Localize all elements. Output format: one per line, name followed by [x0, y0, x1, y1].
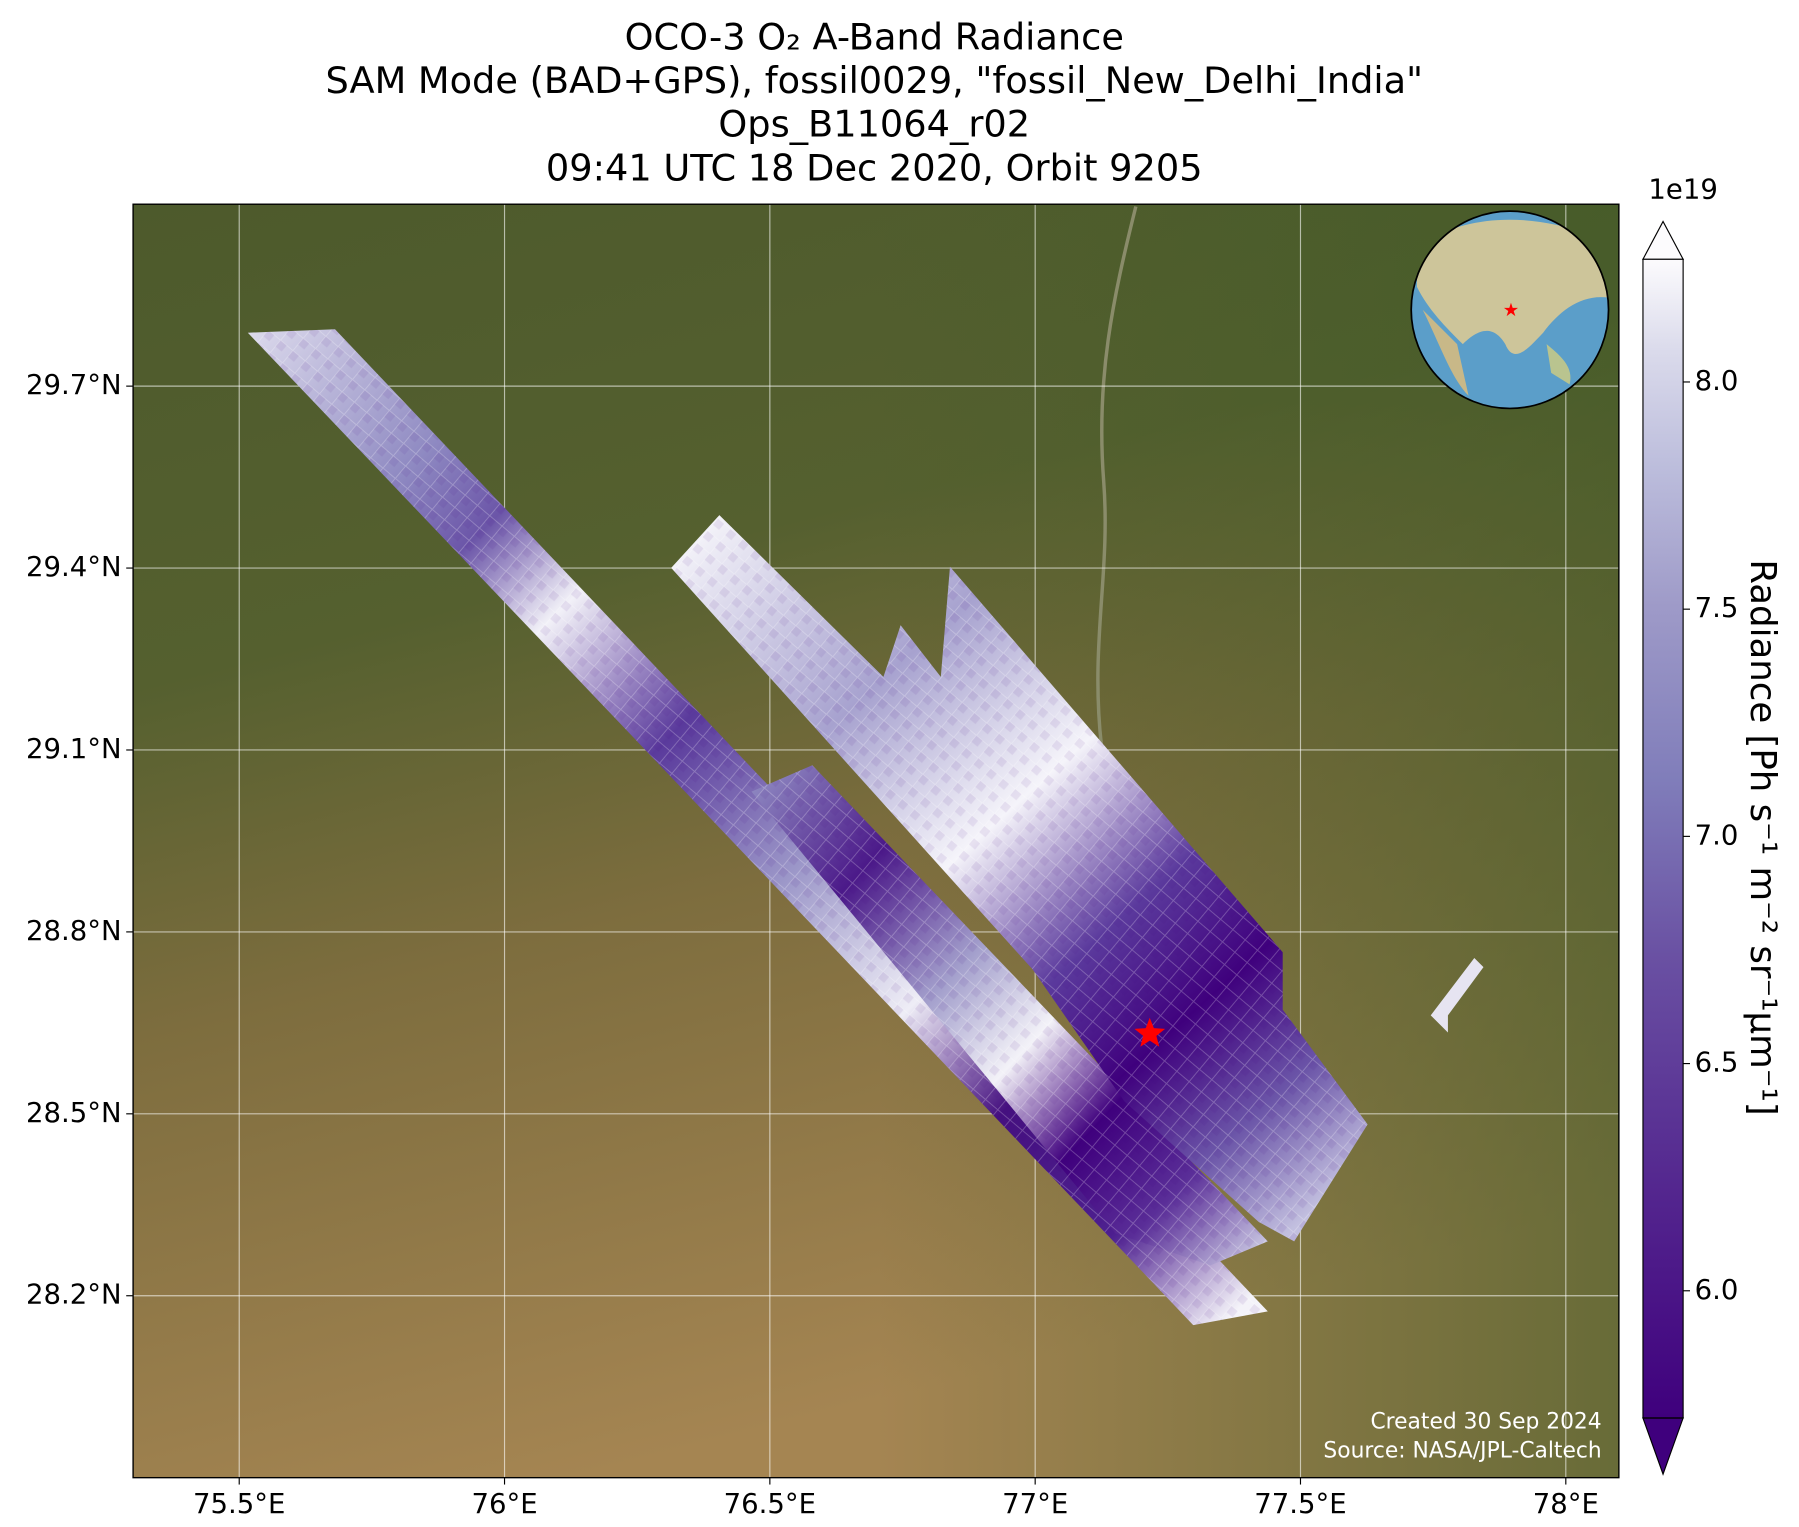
colorbar-frame [1642, 258, 1684, 1419]
x-tick-label: 75.5°E [193, 1488, 285, 1520]
globe-land [1416, 219, 1609, 354]
y-tick-label: 29.7°N [26, 369, 122, 401]
globe-land [1422, 309, 1469, 396]
y-tick-label: 28.8°N [26, 915, 122, 947]
credit-text: Source: NASA/JPL-Caltech [1323, 1438, 1601, 1463]
y-tick-label: 28.5°N [26, 1097, 122, 1129]
map-frame [132, 203, 1620, 1479]
globe-outline [1410, 210, 1610, 410]
swath-cells [671, 515, 1368, 1242]
swath [1430, 957, 1484, 1033]
colorbar: 6.0 6.5 7.0 7.5 8.0 1e19 Radiance [Ph s⁻¹ m⁻² … [1642, 173, 1783, 1476]
globe-marker: ★ [1503, 300, 1519, 321]
title-line: Ops_B11064_r02 [718, 103, 1030, 146]
colorbar-tick-label: 7.5 [1695, 592, 1739, 624]
x-tick-label: 77.5°E [1254, 1488, 1346, 1520]
x-tick-label: 78°E [1533, 1488, 1599, 1520]
colorbar-tick-label: 6.5 [1695, 1047, 1739, 1079]
y-tick-label: 28.2°N [26, 1279, 122, 1311]
colorbar-tick-label: 6.0 [1695, 1274, 1739, 1306]
y-tick-label: 29.1°N [26, 733, 122, 765]
colorbar-tick-label: 8.0 [1695, 365, 1739, 397]
globe-land [1546, 344, 1571, 385]
colorbar-tick-label: 7.0 [1695, 819, 1739, 851]
colorbar-label: Radiance [Ph s⁻¹ m⁻² sr⁻¹μm⁻¹] [1742, 559, 1783, 1115]
title-line: OCO-3 O₂ A-Band Radiance [625, 16, 1124, 59]
colorbar-extend-top [1642, 220, 1685, 260]
colorbar-offset: 1e19 [1648, 173, 1717, 205]
swath-cells [751, 765, 1268, 1266]
credit-text: Created 30 Sep 2024 [1370, 1410, 1601, 1435]
x-tick-label: 76°E [471, 1488, 537, 1520]
target-marker [1134, 1017, 1166, 1047]
colorbar-extend-bottom [1642, 1417, 1684, 1476]
x-tick-label: 77°E [1002, 1488, 1068, 1520]
colorbar-ramp [1642, 259, 1684, 1419]
river [1096, 206, 1138, 746]
swaths [247, 329, 1484, 1326]
credits: Created 30 Sep 2024 Source: NASA/JPL-Calt… [1323, 1410, 1601, 1464]
y-tick-label: 29.4°N [26, 551, 122, 583]
map-area: ★ Created 30 Sep 2024 Source: NASA/JPL-Ca… [133, 204, 1619, 1478]
x-tick-label: 76.5°E [724, 1488, 816, 1520]
title-line: 09:41 UTC 18 Dec 2020, Orbit 9205 [546, 146, 1203, 189]
axes: 75.5°E 76°E 76.5°E 77°E 77.5°E 78°E 28.2°N 28.5… [26, 369, 1599, 1520]
globe-inset: ★ [1410, 210, 1610, 410]
title-line: SAM Mode (BAD+GPS), fossil0029, "fossil_… [326, 59, 1423, 102]
